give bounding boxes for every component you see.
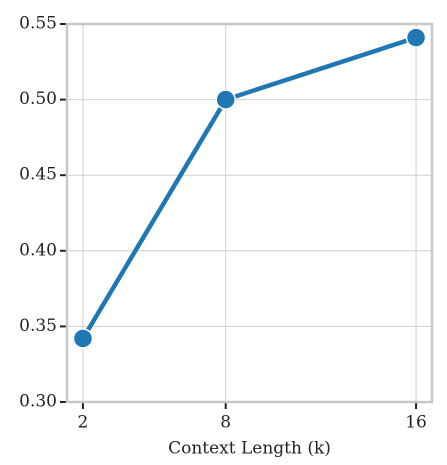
y-tick-label: 0.30: [19, 392, 57, 412]
point: [72, 328, 94, 349]
y-tick-label: 0.40: [19, 240, 57, 260]
x-tick-label: 2: [78, 413, 89, 433]
x-tick-label: 8: [220, 413, 231, 433]
y-tick-label: 0.55: [19, 14, 57, 34]
plot-frame: [65, 22, 434, 404]
point: [405, 27, 427, 48]
x-axis-label: Context Length (k): [168, 439, 331, 459]
y-tick-label: 0.45: [19, 165, 57, 185]
y-tick-label: 0.50: [19, 89, 57, 109]
x-tick-label: 16: [405, 413, 427, 433]
series-line: [81, 35, 417, 340]
point: [215, 89, 236, 110]
y-tick-label: 0.35: [19, 316, 57, 336]
